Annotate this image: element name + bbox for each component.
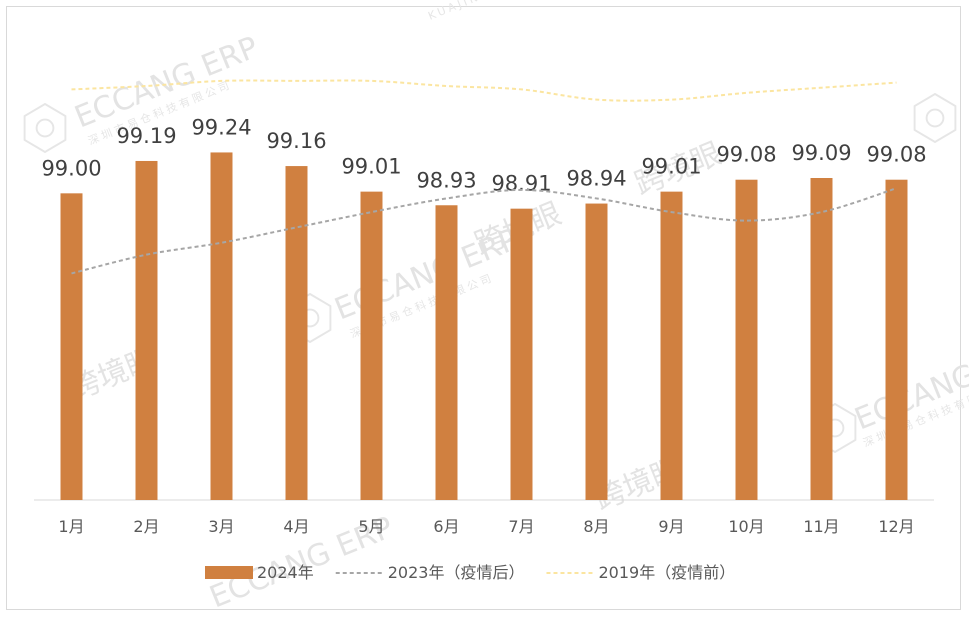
- data-label: 99.01: [641, 155, 701, 179]
- bar: [585, 203, 608, 501]
- bar: [735, 179, 758, 500]
- bar: [285, 166, 308, 500]
- x-tick-label: 6月: [433, 517, 459, 536]
- legend-label: 2019年（疫情前）: [598, 563, 735, 582]
- x-tick-label: 2月: [133, 517, 159, 536]
- watermark-logo-icon: [23, 102, 67, 154]
- x-tick-label: 4月: [283, 517, 309, 536]
- data-label: 99.08: [716, 143, 776, 167]
- watermark-subtext: KUAJINGYAN.COM: [426, 0, 559, 23]
- x-tick-label: 7月: [508, 517, 534, 536]
- bar: [660, 191, 683, 500]
- bar: [885, 179, 908, 500]
- legend-swatch: [205, 566, 253, 579]
- data-label: 99.19: [116, 124, 176, 148]
- legend-label: 2024年: [257, 563, 314, 582]
- bar: [60, 193, 83, 501]
- bar: [810, 178, 833, 500]
- data-label: 99.01: [341, 155, 401, 179]
- bar: [360, 191, 383, 500]
- x-tick-label: 5月: [358, 517, 384, 536]
- bar: [435, 205, 458, 500]
- x-tick-label: 3月: [208, 517, 234, 536]
- x-tick-label: 11月: [803, 517, 839, 536]
- bar: [135, 160, 158, 501]
- x-tick-label: 10月: [728, 517, 764, 536]
- data-label: 99.00: [41, 156, 101, 180]
- bar: [210, 152, 233, 500]
- data-label: 99.09: [791, 141, 851, 165]
- data-label: 99.24: [191, 115, 251, 139]
- x-tick-label: 8月: [583, 517, 609, 536]
- chart-frame: [6, 6, 961, 610]
- x-tick-label: 12月: [878, 517, 914, 536]
- x-tick-label: 1月: [58, 517, 84, 536]
- data-label: 98.91: [491, 172, 551, 196]
- data-label: 99.16: [266, 129, 326, 153]
- bar: [510, 208, 533, 500]
- data-label: 98.93: [416, 168, 476, 192]
- legend-label: 2023年（疫情后）: [388, 563, 525, 582]
- data-label: 98.94: [566, 167, 626, 191]
- x-tick-label: 9月: [658, 517, 684, 536]
- data-label: 99.08: [866, 143, 926, 167]
- watermark-logo-icon: [913, 92, 957, 144]
- series-line: [71, 187, 897, 275]
- series-line: [71, 79, 897, 102]
